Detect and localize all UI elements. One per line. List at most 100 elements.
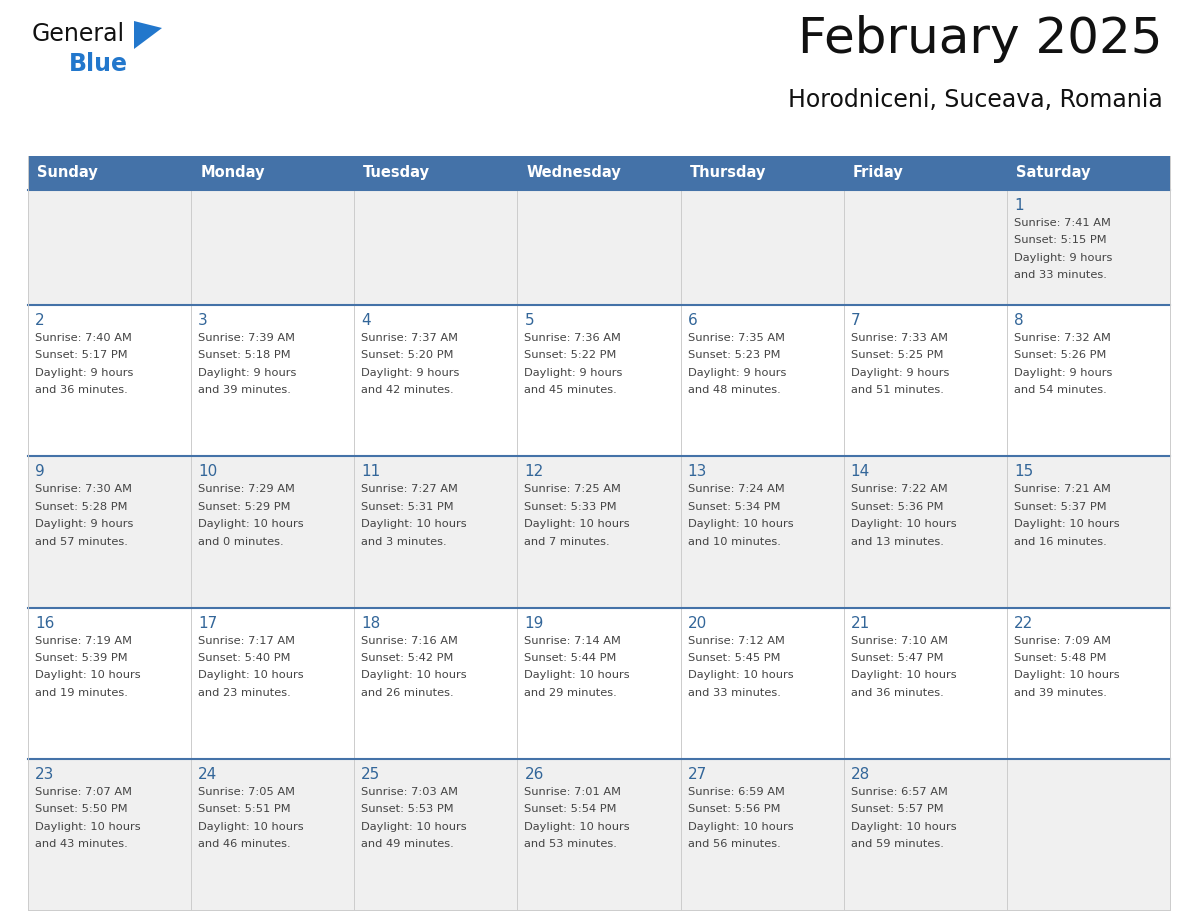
Text: and 10 minutes.: and 10 minutes. <box>688 537 781 547</box>
Bar <box>1007 759 1170 910</box>
Bar <box>29 190 191 305</box>
Bar <box>29 156 191 190</box>
Text: Tuesday: Tuesday <box>364 165 430 181</box>
Text: Daylight: 10 hours: Daylight: 10 hours <box>34 670 140 680</box>
Bar <box>518 759 681 910</box>
Text: Sunrise: 7:39 AM: Sunrise: 7:39 AM <box>198 333 295 343</box>
Text: Sunset: 5:22 PM: Sunset: 5:22 PM <box>524 351 617 361</box>
Text: and 54 minutes.: and 54 minutes. <box>1013 386 1106 396</box>
Text: Sunrise: 7:32 AM: Sunrise: 7:32 AM <box>1013 333 1111 343</box>
Bar <box>191 305 354 456</box>
Text: and 33 minutes.: and 33 minutes. <box>1013 271 1107 281</box>
Text: and 43 minutes.: and 43 minutes. <box>34 839 128 849</box>
Text: 9: 9 <box>34 465 45 479</box>
Text: Wednesday: Wednesday <box>526 165 621 181</box>
Text: Saturday: Saturday <box>1016 165 1091 181</box>
Text: and 53 minutes.: and 53 minutes. <box>524 839 618 849</box>
Text: 28: 28 <box>851 767 870 782</box>
Text: Friday: Friday <box>853 165 903 181</box>
Bar <box>843 156 1007 190</box>
Text: and 13 minutes.: and 13 minutes. <box>851 537 943 547</box>
Text: 7: 7 <box>851 313 860 328</box>
Text: Daylight: 10 hours: Daylight: 10 hours <box>688 822 794 832</box>
Text: Daylight: 10 hours: Daylight: 10 hours <box>851 520 956 530</box>
Text: 27: 27 <box>688 767 707 782</box>
Text: Daylight: 10 hours: Daylight: 10 hours <box>1013 670 1119 680</box>
Text: 14: 14 <box>851 465 870 479</box>
Text: and 56 minutes.: and 56 minutes. <box>688 839 781 849</box>
Text: Sunrise: 7:36 AM: Sunrise: 7:36 AM <box>524 333 621 343</box>
Bar <box>1007 156 1170 190</box>
Text: Sunset: 5:44 PM: Sunset: 5:44 PM <box>524 653 617 663</box>
Text: 24: 24 <box>198 767 217 782</box>
Text: February 2025: February 2025 <box>798 15 1163 63</box>
Text: Sunset: 5:42 PM: Sunset: 5:42 PM <box>361 653 454 663</box>
Text: Sunset: 5:45 PM: Sunset: 5:45 PM <box>688 653 781 663</box>
Bar <box>518 608 681 759</box>
Text: Sunset: 5:57 PM: Sunset: 5:57 PM <box>851 804 943 814</box>
Text: Monday: Monday <box>200 165 265 181</box>
Text: 13: 13 <box>688 465 707 479</box>
Bar <box>843 456 1007 608</box>
Text: Sunset: 5:28 PM: Sunset: 5:28 PM <box>34 502 127 511</box>
Text: Sunrise: 7:17 AM: Sunrise: 7:17 AM <box>198 635 295 645</box>
Text: Horodniceni, Suceava, Romania: Horodniceni, Suceava, Romania <box>789 88 1163 112</box>
Text: Sunrise: 7:10 AM: Sunrise: 7:10 AM <box>851 635 948 645</box>
Text: Sunrise: 7:35 AM: Sunrise: 7:35 AM <box>688 333 784 343</box>
Bar <box>191 759 354 910</box>
Text: 2: 2 <box>34 313 45 328</box>
Text: and 16 minutes.: and 16 minutes. <box>1013 537 1106 547</box>
Text: Daylight: 10 hours: Daylight: 10 hours <box>851 822 956 832</box>
Bar <box>843 608 1007 759</box>
Text: Daylight: 10 hours: Daylight: 10 hours <box>361 670 467 680</box>
Text: Sunset: 5:51 PM: Sunset: 5:51 PM <box>198 804 291 814</box>
Bar <box>518 190 681 305</box>
Text: Sunset: 5:34 PM: Sunset: 5:34 PM <box>688 502 781 511</box>
Text: 11: 11 <box>361 465 380 479</box>
Bar <box>29 305 191 456</box>
Text: Sunrise: 7:21 AM: Sunrise: 7:21 AM <box>1013 485 1111 494</box>
Text: and 46 minutes.: and 46 minutes. <box>198 839 291 849</box>
Text: Blue: Blue <box>69 52 128 76</box>
Text: Daylight: 9 hours: Daylight: 9 hours <box>34 520 133 530</box>
Bar <box>354 305 518 456</box>
Text: and 3 minutes.: and 3 minutes. <box>361 537 447 547</box>
Text: Sunrise: 6:59 AM: Sunrise: 6:59 AM <box>688 787 784 797</box>
Text: Sunset: 5:53 PM: Sunset: 5:53 PM <box>361 804 454 814</box>
Text: Daylight: 10 hours: Daylight: 10 hours <box>524 520 630 530</box>
Text: Sunset: 5:25 PM: Sunset: 5:25 PM <box>851 351 943 361</box>
Bar <box>29 759 191 910</box>
Text: Sunrise: 7:41 AM: Sunrise: 7:41 AM <box>1013 218 1111 228</box>
Text: and 39 minutes.: and 39 minutes. <box>198 386 291 396</box>
Bar <box>843 759 1007 910</box>
Polygon shape <box>134 21 162 49</box>
Bar <box>843 190 1007 305</box>
Text: Sunrise: 7:14 AM: Sunrise: 7:14 AM <box>524 635 621 645</box>
Bar <box>354 759 518 910</box>
Text: Daylight: 9 hours: Daylight: 9 hours <box>524 368 623 378</box>
Text: Daylight: 10 hours: Daylight: 10 hours <box>198 670 304 680</box>
Bar <box>1007 305 1170 456</box>
Text: Daylight: 10 hours: Daylight: 10 hours <box>34 822 140 832</box>
Text: Sunrise: 7:33 AM: Sunrise: 7:33 AM <box>851 333 948 343</box>
Text: Daylight: 9 hours: Daylight: 9 hours <box>1013 368 1112 378</box>
Text: and 36 minutes.: and 36 minutes. <box>34 386 128 396</box>
Text: Sunset: 5:29 PM: Sunset: 5:29 PM <box>198 502 291 511</box>
Text: and 36 minutes.: and 36 minutes. <box>851 688 943 698</box>
Text: 10: 10 <box>198 465 217 479</box>
Text: General: General <box>32 22 125 46</box>
Text: Sunset: 5:26 PM: Sunset: 5:26 PM <box>1013 351 1106 361</box>
Text: Sunset: 5:17 PM: Sunset: 5:17 PM <box>34 351 127 361</box>
Text: 21: 21 <box>851 615 870 631</box>
Text: Daylight: 10 hours: Daylight: 10 hours <box>688 520 794 530</box>
Text: Sunrise: 7:16 AM: Sunrise: 7:16 AM <box>361 635 459 645</box>
Text: and 49 minutes.: and 49 minutes. <box>361 839 454 849</box>
Text: Sunrise: 7:22 AM: Sunrise: 7:22 AM <box>851 485 948 494</box>
Text: and 19 minutes.: and 19 minutes. <box>34 688 128 698</box>
Text: Sunrise: 7:37 AM: Sunrise: 7:37 AM <box>361 333 459 343</box>
Text: Sunrise: 7:19 AM: Sunrise: 7:19 AM <box>34 635 132 645</box>
Text: 3: 3 <box>198 313 208 328</box>
Text: and 42 minutes.: and 42 minutes. <box>361 386 454 396</box>
Text: Daylight: 10 hours: Daylight: 10 hours <box>361 822 467 832</box>
Text: Sunset: 5:36 PM: Sunset: 5:36 PM <box>851 502 943 511</box>
